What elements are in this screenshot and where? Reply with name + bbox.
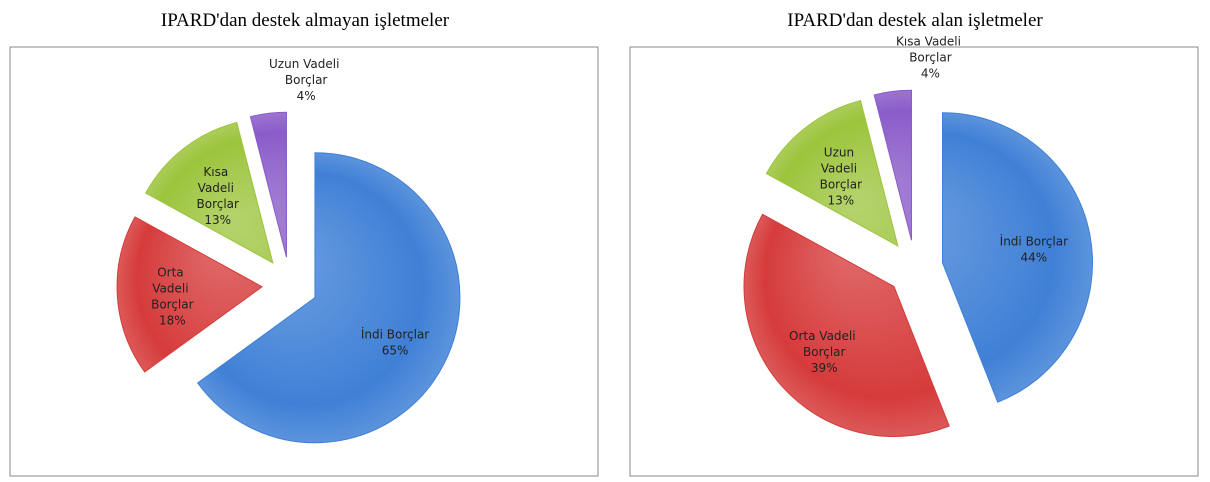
pie-slice xyxy=(116,216,263,373)
pie-slice xyxy=(765,99,899,247)
slice-label: Orta Vadeli Borçlar xyxy=(789,329,859,359)
slice-value-label: 18% xyxy=(159,313,186,327)
slice-value-label: 65% xyxy=(382,344,409,358)
slice-label: Uzun Vadeli Borçlar xyxy=(269,57,343,87)
slice-value-label: 4% xyxy=(921,67,940,81)
pie-slice xyxy=(249,111,287,258)
pie-slice xyxy=(942,112,1093,403)
slice-value-label: 44% xyxy=(1021,250,1048,264)
slice-value-label: 39% xyxy=(811,361,838,375)
chart-title: IPARD'dan destek alan işletmeler xyxy=(787,10,1043,31)
slice-label: Kısa Vadeli Borçlar xyxy=(896,35,965,65)
chart-title: IPARD'dan destek almayan işletmeler xyxy=(161,10,450,31)
pie-slice xyxy=(743,213,950,437)
slice-label: Orta Vadeli Borçlar xyxy=(151,265,194,311)
pie-slice xyxy=(196,152,461,444)
pie-slice xyxy=(145,121,274,264)
slice-value-label: 4% xyxy=(297,89,316,103)
slice-label: İndi Borçlar xyxy=(1000,233,1068,248)
slice-label: Kısa Vadeli Borçlar xyxy=(197,165,240,211)
pie-slice xyxy=(873,89,912,241)
slice-label: Uzun Vadeli Borçlar xyxy=(820,145,863,191)
slice-label: İndi Borçlar xyxy=(361,327,429,342)
slice-value-label: 13% xyxy=(204,213,231,227)
slice-value-label: 13% xyxy=(828,193,855,207)
